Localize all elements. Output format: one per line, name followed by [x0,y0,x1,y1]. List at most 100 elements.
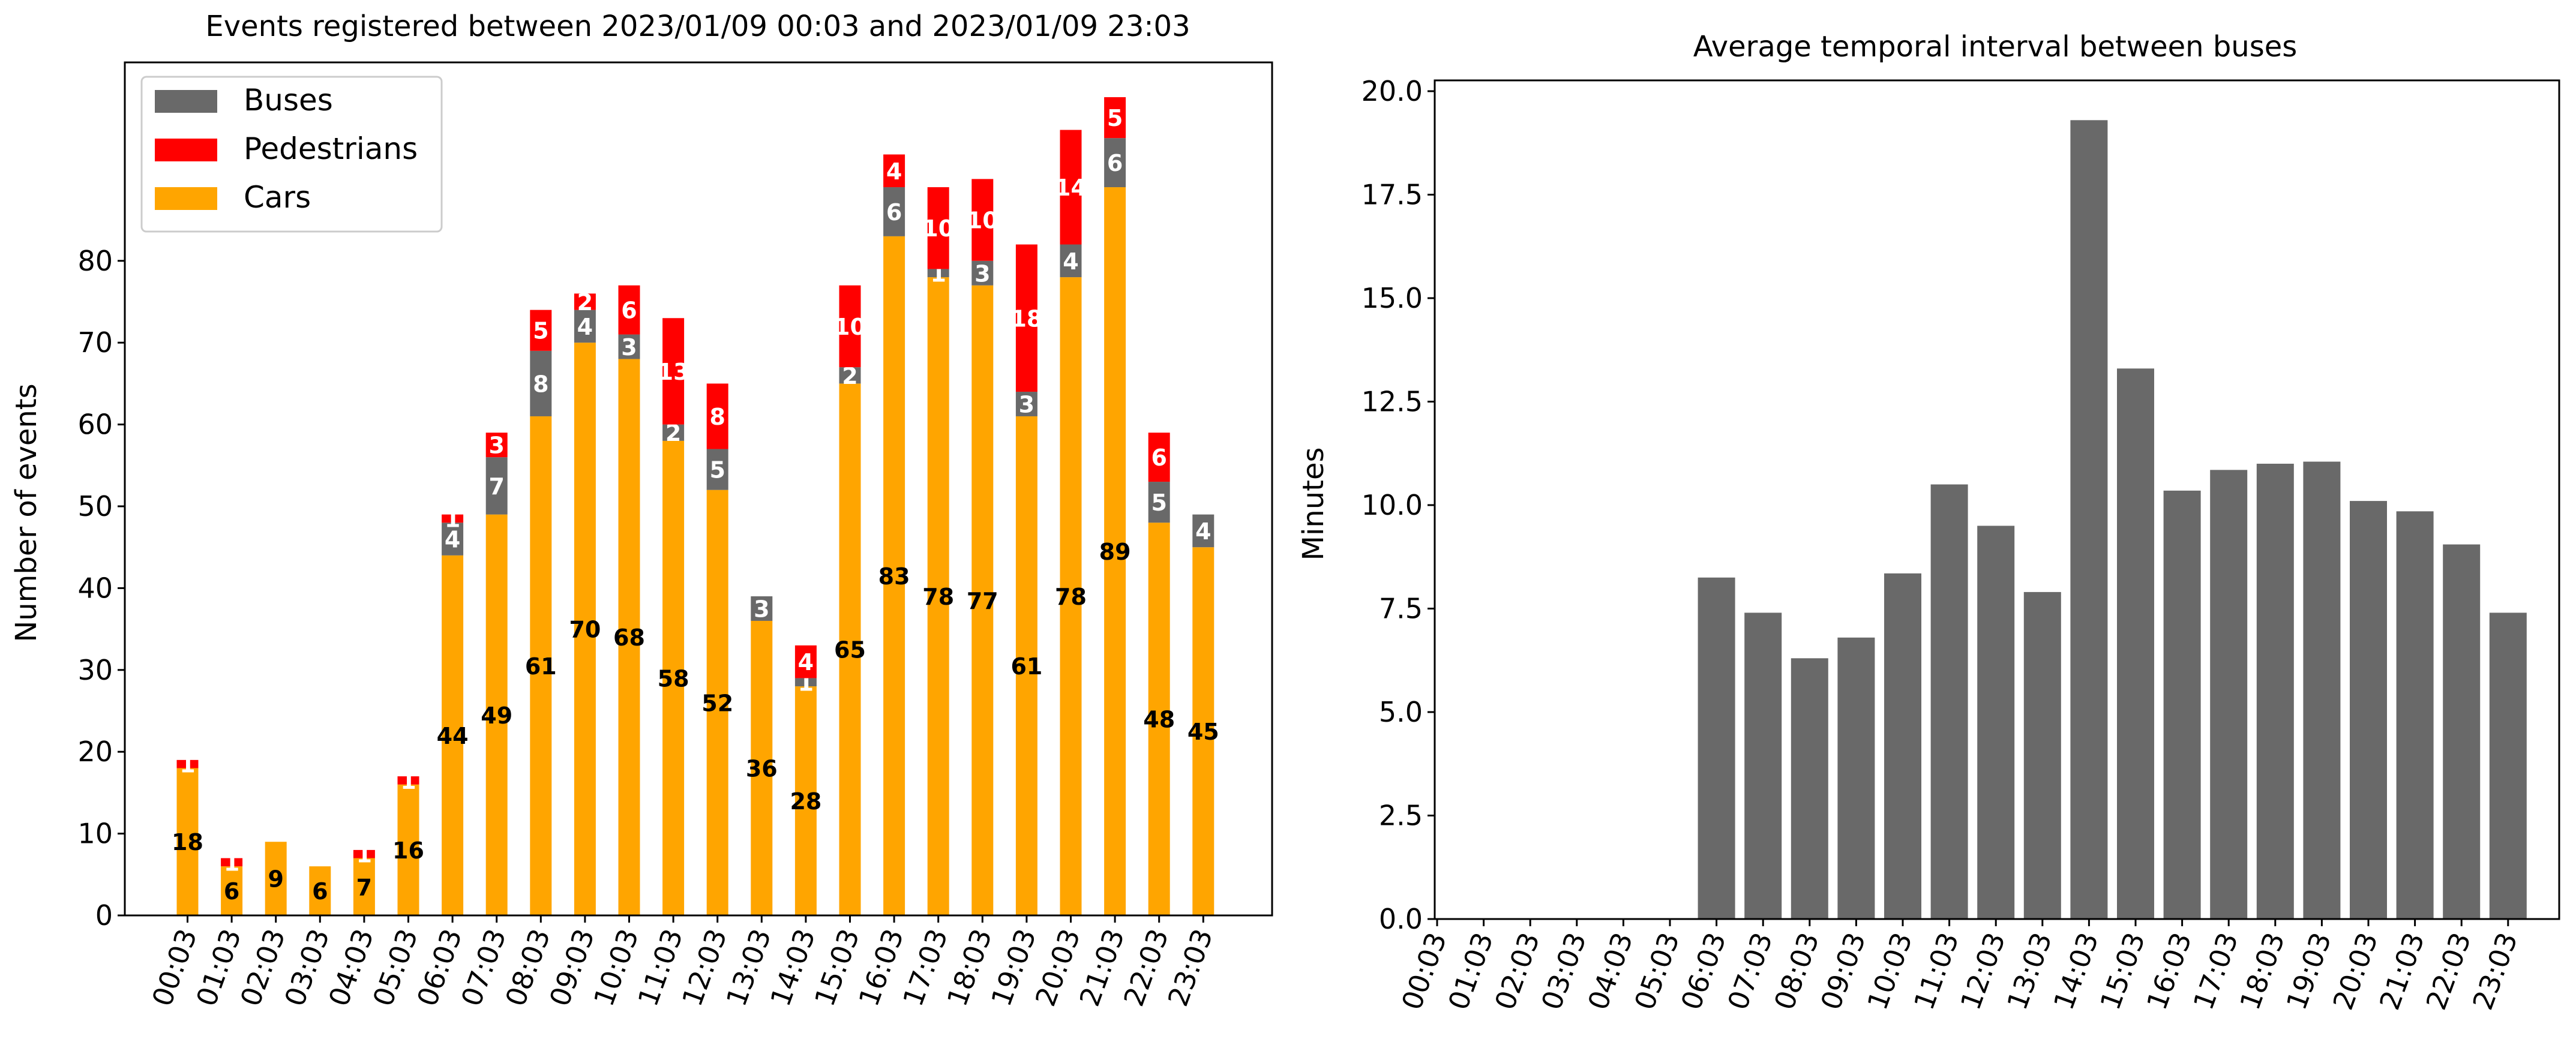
bar-cars-13:03 [751,620,773,915]
bar-cars-06:03 [442,555,464,915]
bar-buses-08:03 [530,350,552,416]
data-label-buses: 7 [488,473,504,500]
data-label-cars: 83 [878,563,910,590]
legend-swatch-cars [155,187,217,210]
bar-cars-21:03 [1104,187,1126,915]
bar-pedestrians-16:03 [883,154,905,188]
bar-cars-01:03 [221,866,243,915]
bar-interval-06:03 [1698,577,1735,919]
data-label-buses: 4 [577,314,593,340]
data-label-pedestrians: 1 [179,752,195,778]
data-label-cars: 78 [922,584,954,610]
data-label-cars: 89 [1099,539,1131,565]
data-label-pedestrians: 10 [922,215,954,242]
left-chart-title: Events registered between 2023/01/09 00:… [205,10,1190,43]
data-label-pedestrians: 10 [834,314,866,340]
data-label-pedestrians: 1 [356,842,372,868]
data-label-pedestrians: 2 [577,289,593,316]
bar-interval-12:03 [1977,526,2015,919]
bar-interval-09:03 [1837,637,1875,919]
bar-pedestrians-18:03 [971,179,994,261]
bar-interval-14:03 [2070,120,2108,919]
bar-interval-21:03 [2396,511,2434,919]
left-y-tick-label: 40 [77,572,113,604]
data-label-cars: 49 [481,702,512,729]
bar-pedestrians-09:03 [574,293,596,310]
bar-interval-20:03 [2350,501,2387,919]
right-y-tick-label: 15.0 [1362,282,1423,314]
data-label-buses: 6 [1107,150,1123,176]
data-label-cars: 6 [224,878,239,905]
bar-cars-22:03 [1148,523,1170,915]
bar-interval-17:03 [2210,470,2248,919]
bar-interval-11:03 [1930,484,1968,919]
bar-cars-20:03 [1060,277,1082,916]
bar-cars-14:03 [794,686,817,915]
left-y-tick-label: 60 [77,409,113,441]
bar-pedestrians-22:03 [1148,433,1170,482]
bar-buses-11:03 [662,424,685,441]
data-label-cars: 44 [437,723,469,749]
bar-pedestrians-08:03 [530,310,552,351]
bar-pedestrians-21:03 [1104,97,1126,139]
bus-interval-chart: Average temporal interval between buses … [1297,30,2560,1014]
bar-interval-15:03 [2117,368,2154,919]
data-label-pedestrians: 8 [709,404,725,430]
left-axes-frame [124,61,1273,917]
bar-buses-17:03 [927,269,949,278]
bar-cars-12:03 [706,490,728,915]
bar-pedestrians-00:03 [176,759,199,768]
data-label-cars: 61 [1010,653,1042,680]
left-y-tick-label: 50 [77,490,113,523]
bar-cars-09:03 [574,343,596,915]
right-y-tick-label: 0.0 [1379,903,1423,935]
bar-interval-16:03 [2163,490,2201,919]
left-legend: Buses Pedestrians Cars [140,76,443,233]
data-label-buses: 6 [886,199,902,226]
data-label-cars: 18 [172,829,203,855]
data-label-cars: 6 [312,878,328,905]
bar-cars-19:03 [1015,416,1037,915]
data-label-pedestrians: 18 [1010,305,1042,332]
right-y-tick-label: 20.0 [1362,75,1423,107]
bar-cars-18:03 [971,285,994,916]
left-y-tick-label: 20 [77,735,113,768]
data-label-cars: 61 [525,653,557,680]
right-chart-y-axis-label: Minutes [1297,448,1330,561]
right-chart-title: Average temporal interval between buses [1693,30,2298,64]
bar-interval-13:03 [2023,591,2061,919]
data-label-cars: 45 [1187,719,1219,745]
data-label-cars: 58 [658,665,689,692]
bar-pedestrians-05:03 [397,776,419,785]
right-y-tick-label: 10.0 [1362,489,1423,521]
bar-pedestrians-04:03 [353,849,375,858]
bar-pedestrians-15:03 [839,285,861,368]
bar-cars-02:03 [265,842,287,915]
data-label-buses: 3 [974,260,990,287]
bar-buses-21:03 [1104,138,1126,188]
data-label-cars: 52 [701,690,733,716]
data-label-pedestrians: 4 [886,158,902,185]
legend-swatch-pedestrians [155,139,217,161]
bar-cars-00:03 [176,768,199,915]
data-label-pedestrians: 1 [400,768,416,794]
bar-pedestrians-17:03 [927,187,949,269]
right-y-tick-label: 2.5 [1379,800,1423,832]
bar-buses-19:03 [1015,392,1037,416]
bar-buses-16:03 [883,187,905,236]
legend-swatch-buses [155,90,217,113]
data-label-cars: 48 [1143,707,1175,733]
data-label-pedestrians: 1 [445,506,460,532]
data-label-pedestrians: 14 [1055,175,1087,201]
bar-buses-20:03 [1060,244,1082,278]
right-y-tick-label: 12.5 [1362,386,1423,418]
legend-label-pedestrians: Pedestrians [244,131,418,166]
bar-buses-09:03 [574,310,596,343]
data-label-buses: 4 [445,527,460,553]
data-label-cars: 16 [392,837,424,864]
data-label-pedestrians: 4 [798,649,814,675]
data-label-cars: 78 [1055,584,1087,610]
bar-interval-18:03 [2256,464,2294,919]
data-label-buses: 3 [621,334,637,361]
